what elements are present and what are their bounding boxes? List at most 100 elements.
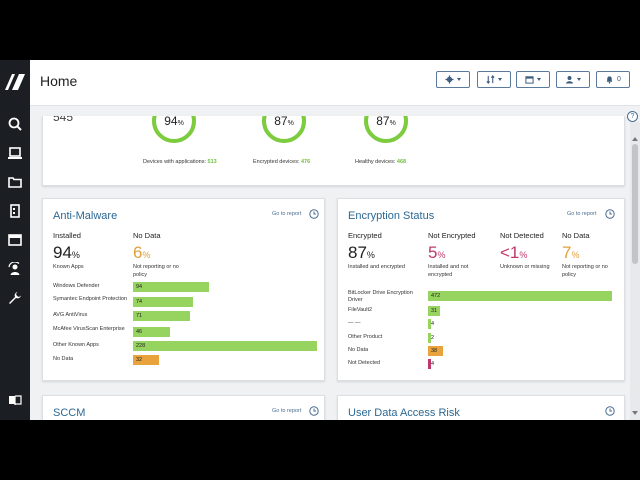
percent-sign: % [366, 250, 375, 260]
book-icon [9, 395, 22, 406]
bar-3: 46 [133, 327, 171, 337]
stat-value: 5% [428, 243, 446, 262]
percent-sign: % [437, 250, 446, 260]
sidebar-item-users[interactable] [7, 261, 23, 277]
ring-label: Devices with applications: 513 [143, 159, 217, 165]
user-dropdown-button[interactable] [556, 71, 590, 88]
bar-value: 2 [431, 335, 435, 341]
go-to-report-link[interactable]: Go to report [272, 211, 302, 217]
help-button[interactable]: ? [627, 111, 638, 122]
laptop-icon [8, 147, 22, 159]
sidebar-item-search[interactable] [7, 116, 23, 132]
chevron-down-icon [577, 78, 581, 81]
ring-label: Encrypted devices: 476 [253, 159, 311, 165]
bar-label: No Data [348, 347, 369, 353]
settings-dropdown-button[interactable] [436, 71, 470, 88]
calendar-icon [525, 76, 534, 84]
ring-count: 476 [301, 159, 311, 165]
device-summary-card: 545 94% Devices with applications: 513 87%… [42, 116, 625, 186]
stat-value: 94% [53, 243, 80, 262]
page-header: Home 0 [30, 60, 640, 106]
sort-dropdown-button[interactable] [477, 71, 511, 88]
bar-label: BitLocker Drive Encryption Driver [348, 290, 413, 303]
progress-ring [364, 116, 408, 143]
bar-1: 74 [133, 297, 193, 307]
sidebar-item-browser[interactable] [7, 232, 23, 248]
sidebar-item-docs[interactable] [7, 392, 23, 408]
stat-description: Installed and encrypted [348, 264, 405, 270]
bar-0: 94 [133, 282, 209, 292]
go-to-report-link[interactable]: Go to report [272, 408, 302, 414]
bar-2: 71 [133, 311, 191, 321]
chevron-down-icon [457, 78, 461, 81]
bell-icon [606, 76, 613, 84]
bar-label: AVG AntiVirus [53, 312, 88, 318]
clock-icon[interactable] [309, 406, 319, 416]
bar-label: Other Known Apps [53, 342, 99, 348]
progress-ring-fill [364, 116, 408, 143]
bar-4: 38 [428, 346, 443, 356]
stat-label: Encrypted [348, 231, 382, 240]
folder-icon [8, 177, 22, 188]
bar-label: FileVault2 [348, 307, 373, 313]
bar-label: Symantec Endpoint Protection [53, 296, 127, 302]
bar-5: 32 [133, 355, 159, 365]
bar-value: 31 [431, 308, 438, 314]
bar-value: 46 [136, 329, 143, 335]
sidebar-item-devices[interactable] [7, 145, 23, 161]
stat-value: <1% [500, 243, 528, 262]
clock-icon[interactable] [605, 406, 615, 416]
card-title: SCCM [53, 407, 86, 419]
window-icon [8, 234, 22, 246]
bar-value: 38 [431, 348, 438, 354]
user-icon [565, 75, 574, 84]
ring-count: 513 [207, 159, 217, 165]
stat-value: 87% [348, 243, 375, 262]
clock-icon[interactable] [309, 209, 319, 219]
stat-value: 7% [562, 243, 580, 262]
page-title: Home [40, 73, 78, 89]
stat-value: 6% [133, 243, 151, 262]
sidebar-item-tools[interactable] [7, 290, 23, 306]
wrench-icon [9, 292, 21, 304]
gear-icon [445, 75, 454, 84]
anti-malware-card: Anti-Malware Go to report Installed 94% Kn… [42, 198, 325, 381]
sidebar [0, 60, 30, 420]
clock-icon[interactable] [605, 209, 615, 219]
ring-value: 87% [376, 116, 396, 128]
total-devices-number: 545 [53, 116, 74, 124]
bar-3: 2 [428, 333, 435, 343]
stat-description: Not reporting or no policy [133, 264, 179, 278]
bar-value: 472 [431, 293, 441, 299]
bar-value: 32 [136, 357, 143, 363]
building-icon [10, 204, 20, 218]
sidebar-item-reports[interactable] [7, 203, 23, 219]
percent-sign: % [71, 250, 80, 260]
bar-label: McAfee VirusScan Enterprise [53, 326, 125, 332]
percent-sign: % [142, 250, 151, 260]
percent-sign: % [389, 120, 396, 127]
user-data-access-risk-card: User Data Access Risk [337, 395, 625, 420]
logo-icon[interactable] [5, 74, 25, 90]
scroll-down-arrow-icon[interactable] [632, 411, 638, 415]
percent-sign: % [519, 250, 528, 260]
progress-ring [152, 116, 196, 143]
notifications-button[interactable]: 0 [596, 71, 630, 88]
ring-count: 468 [396, 159, 407, 165]
card-title: Encryption Status [348, 210, 435, 222]
scroll-up-arrow-icon[interactable] [632, 137, 638, 141]
vertical-scrollbar[interactable] [630, 122, 640, 420]
scroll-thumb[interactable] [632, 144, 638, 264]
encryption-status-card: Encryption Status Go to report Encrypted… [337, 198, 625, 381]
bar-1: 31 [428, 306, 441, 316]
bar-4: 228 [133, 341, 317, 351]
percent-sign: % [287, 120, 294, 127]
card-title: User Data Access Risk [348, 407, 460, 419]
percent-sign: % [571, 250, 580, 260]
calendar-dropdown-button[interactable] [516, 71, 550, 88]
go-to-report-link[interactable]: Go to report [567, 211, 597, 217]
sidebar-item-folders[interactable] [7, 174, 23, 190]
sort-arrows-icon [486, 75, 495, 84]
bar-2: 4 [428, 319, 434, 329]
stat-description: Installed and not encrypted [428, 264, 469, 278]
